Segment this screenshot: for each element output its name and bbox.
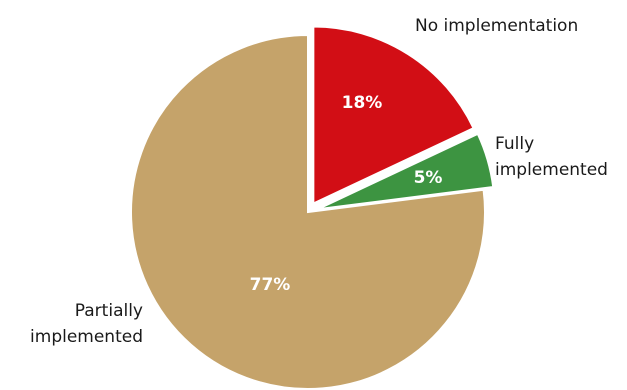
- slice-partially-implemented: [130, 33, 486, 390]
- value-label-no-implementation: 18%: [342, 93, 383, 113]
- slice-fully-implemented: [317, 132, 495, 211]
- slice-no-implementation: [312, 25, 475, 206]
- category-label-no-implementation: No implementation: [415, 16, 578, 36]
- value-label-fully-implemented: 5%: [414, 168, 443, 188]
- category-label-fully-implemented: Fully implemented: [495, 134, 608, 180]
- category-label-partially-implemented: Partially implemented: [30, 301, 143, 347]
- value-label-partially-implemented: 77%: [250, 275, 291, 295]
